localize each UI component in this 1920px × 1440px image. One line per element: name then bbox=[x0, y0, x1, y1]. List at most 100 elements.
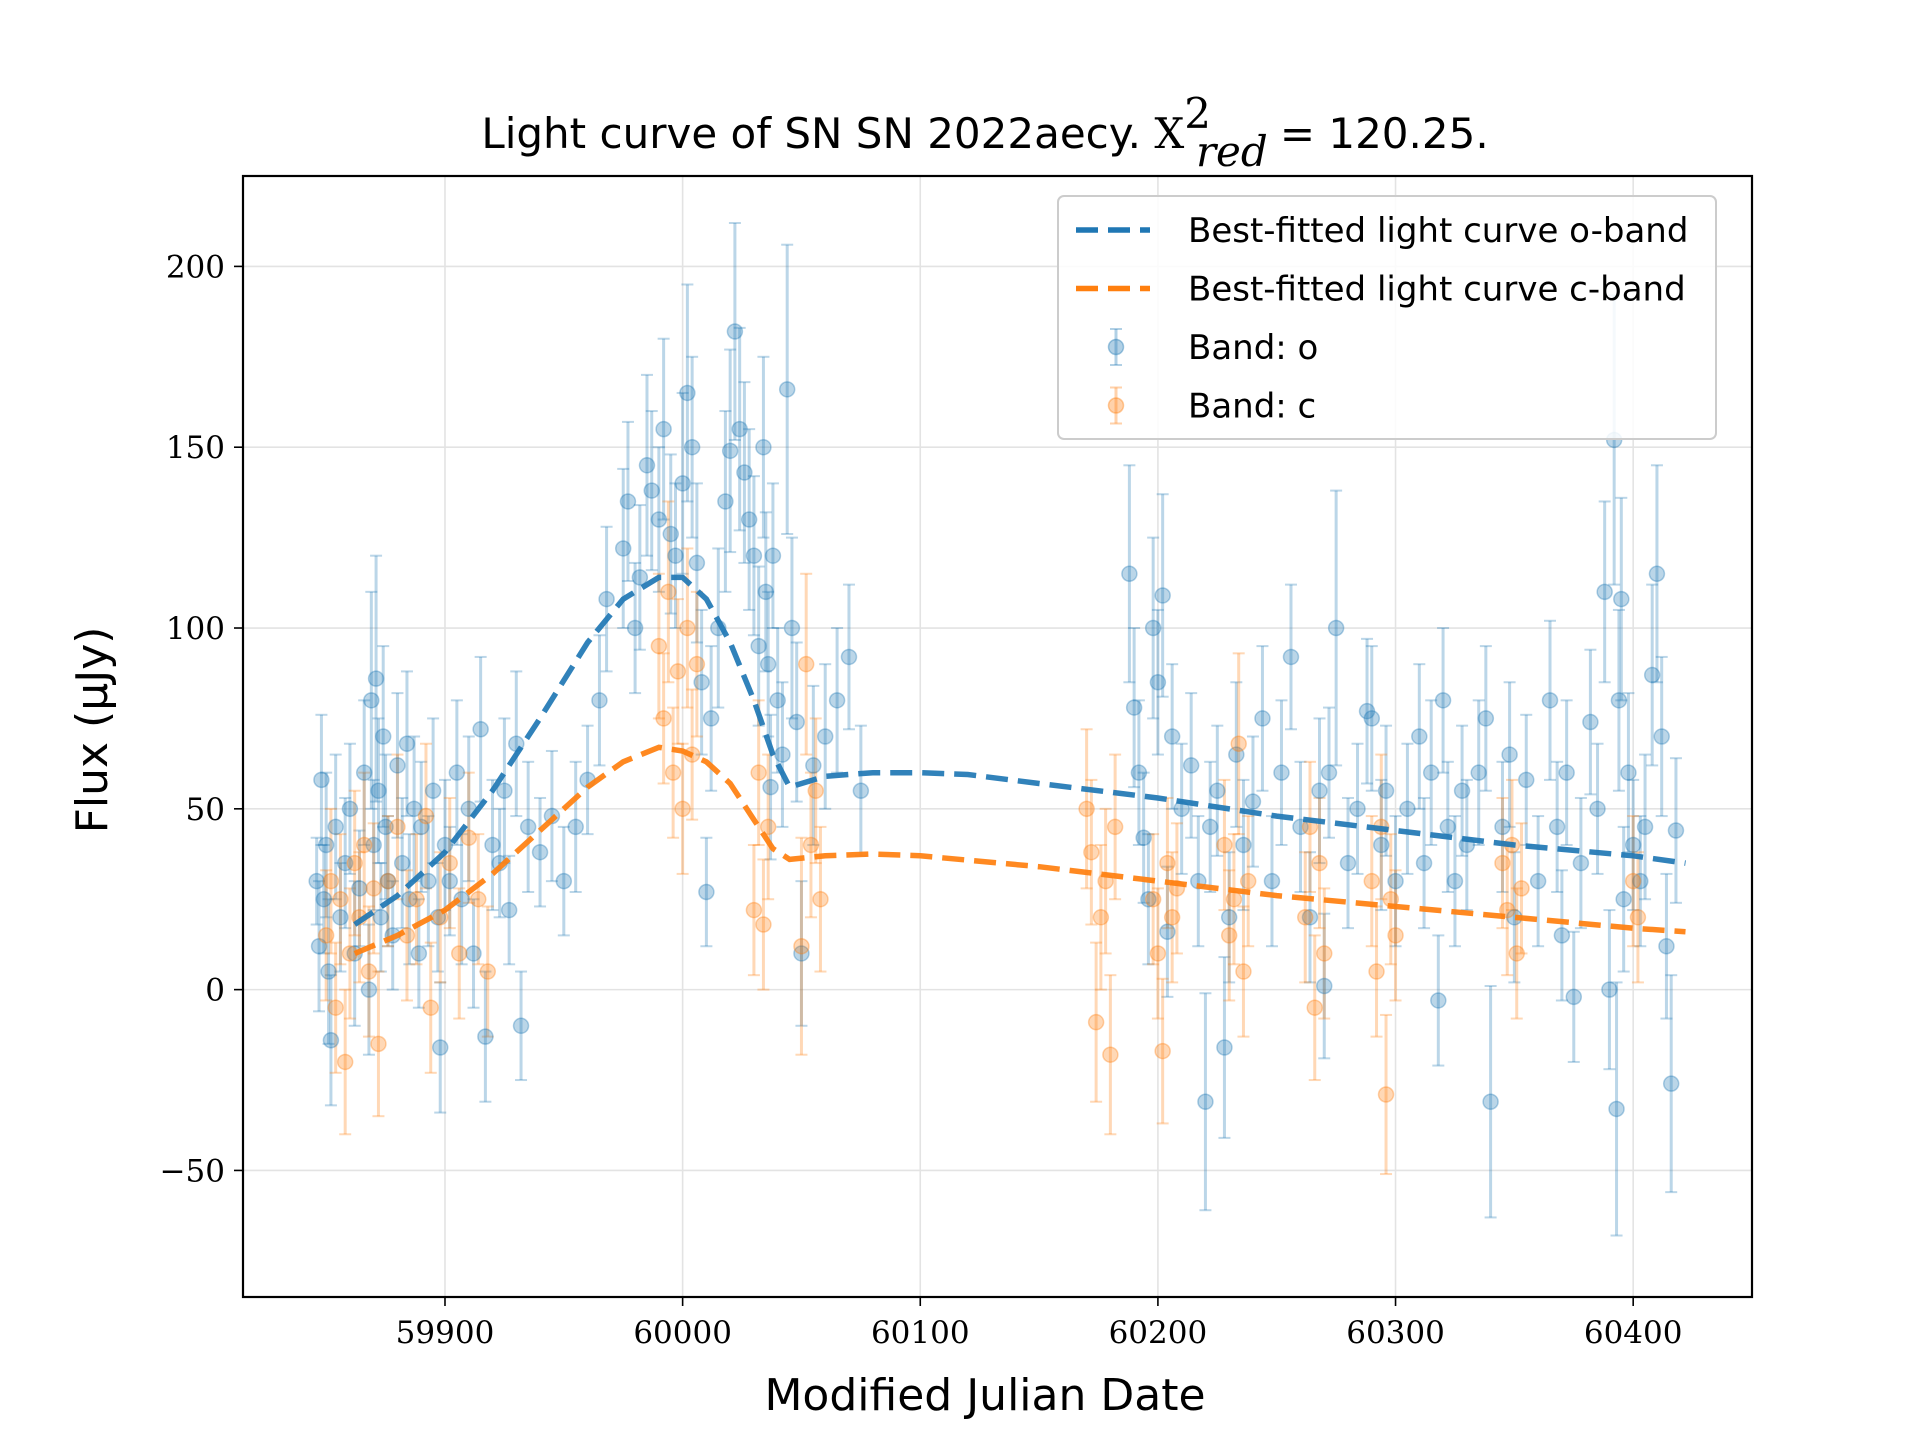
data-point-o bbox=[1541, 692, 1559, 709]
data-point-o bbox=[1658, 937, 1675, 955]
data-point-o bbox=[313, 771, 330, 789]
data-point-o bbox=[1144, 619, 1162, 637]
data-point-o bbox=[731, 420, 748, 438]
data-point-c bbox=[807, 782, 824, 799]
data-point-o bbox=[1339, 854, 1357, 872]
data-point-o bbox=[351, 880, 368, 897]
data-point-o bbox=[477, 1028, 494, 1045]
data-point-o bbox=[1453, 782, 1471, 799]
data-point-c bbox=[1377, 1086, 1395, 1103]
data-point-c bbox=[750, 764, 767, 781]
data-point-c bbox=[1087, 1013, 1105, 1031]
data-point-o bbox=[332, 909, 349, 926]
data-point-o bbox=[377, 818, 394, 836]
data-point-o bbox=[1636, 818, 1654, 836]
title-equals-value: = 120.25. bbox=[1280, 109, 1489, 158]
data-point-o bbox=[693, 674, 710, 691]
data-point-o bbox=[424, 782, 442, 799]
data-point-o bbox=[1130, 764, 1148, 781]
data-point-o bbox=[448, 764, 466, 781]
data-point-c bbox=[802, 836, 820, 854]
data-point-c bbox=[669, 663, 687, 680]
data-point-o bbox=[745, 547, 763, 564]
data-point-c bbox=[1387, 927, 1404, 944]
data-point-o bbox=[1470, 764, 1487, 781]
fit-curve-c bbox=[353, 744, 1686, 957]
x-tick-label: 60300 bbox=[1346, 1315, 1445, 1351]
legend-label: Band: c bbox=[1188, 387, 1316, 427]
data-point-o bbox=[472, 721, 489, 738]
plot-frame bbox=[241, 174, 1754, 1299]
data-point-c bbox=[479, 963, 497, 980]
data-point-o bbox=[1154, 587, 1171, 604]
data-point-o bbox=[336, 854, 354, 872]
data-point-o bbox=[852, 782, 870, 799]
data-point-o bbox=[688, 554, 706, 572]
data-point-o bbox=[1494, 818, 1511, 836]
data-point-o bbox=[1667, 822, 1685, 839]
data-point-o bbox=[1228, 746, 1245, 763]
data-point-o bbox=[1422, 764, 1440, 781]
y-tick-label: 150 bbox=[166, 430, 225, 466]
data-point-c bbox=[1154, 1042, 1171, 1060]
data-point-o bbox=[555, 872, 573, 890]
data-point-c bbox=[1159, 854, 1176, 872]
data-point-c bbox=[1220, 927, 1238, 944]
legend-marker-swatch bbox=[1107, 338, 1125, 356]
data-point-c bbox=[1239, 872, 1257, 890]
data-point-o bbox=[360, 981, 378, 998]
data-point-o bbox=[619, 493, 637, 510]
title-chi-superscript: 2 bbox=[1184, 89, 1211, 138]
data-point-c bbox=[1296, 909, 1314, 926]
data-point-o bbox=[372, 909, 390, 926]
x-tick-label: 60100 bbox=[871, 1315, 970, 1351]
y-tick-label: 200 bbox=[166, 249, 225, 285]
data-point-o bbox=[1620, 764, 1637, 781]
data-point-o bbox=[420, 872, 437, 890]
data-point-c bbox=[422, 999, 439, 1016]
errorbars-band-c bbox=[320, 500, 1644, 1176]
data-point-o bbox=[1415, 854, 1433, 872]
legend-box bbox=[1057, 195, 1717, 440]
data-point-c bbox=[1230, 735, 1247, 752]
data-point-o bbox=[315, 890, 333, 908]
data-point-c bbox=[1513, 880, 1530, 897]
data-point-o bbox=[379, 872, 397, 890]
data-point-o bbox=[1648, 565, 1666, 583]
data-point-c bbox=[1629, 909, 1647, 926]
data-point-o bbox=[1632, 872, 1649, 890]
data-point-o bbox=[750, 637, 767, 655]
data-point-c bbox=[759, 818, 777, 836]
data-point-o bbox=[500, 901, 518, 919]
data-point-c bbox=[688, 655, 706, 673]
data-point-c bbox=[1494, 854, 1511, 872]
data-point-o bbox=[1411, 728, 1428, 745]
data-point-o bbox=[1558, 764, 1575, 781]
data-point-o bbox=[1446, 872, 1464, 890]
data-point-c bbox=[655, 710, 672, 727]
data-point-c bbox=[336, 1053, 354, 1071]
legend-label: Best-fitted light curve o-band bbox=[1188, 211, 1688, 251]
data-point-o bbox=[726, 323, 744, 340]
data-point-c bbox=[346, 854, 363, 872]
title-chi-symbol: X bbox=[1154, 109, 1184, 158]
y-tick-label: 50 bbox=[186, 792, 225, 828]
data-point-o bbox=[1653, 728, 1670, 745]
data-point-o bbox=[484, 836, 501, 854]
data-point-o bbox=[591, 692, 608, 709]
data-point-c bbox=[674, 800, 691, 818]
data-point-o bbox=[1197, 1093, 1214, 1110]
data-point-c bbox=[1149, 945, 1167, 962]
data-point-o bbox=[1163, 728, 1181, 745]
data-point-c bbox=[1624, 872, 1642, 890]
data-point-c bbox=[1163, 909, 1181, 926]
data-point-o bbox=[1349, 800, 1366, 818]
data-point-o bbox=[519, 818, 537, 836]
data-point-o bbox=[1182, 757, 1200, 774]
data-point-o bbox=[759, 655, 777, 673]
legend-label: Band: o bbox=[1188, 328, 1318, 368]
data-point-o bbox=[1596, 583, 1613, 601]
data-point-c bbox=[1368, 963, 1385, 980]
data-point-o bbox=[698, 883, 715, 901]
